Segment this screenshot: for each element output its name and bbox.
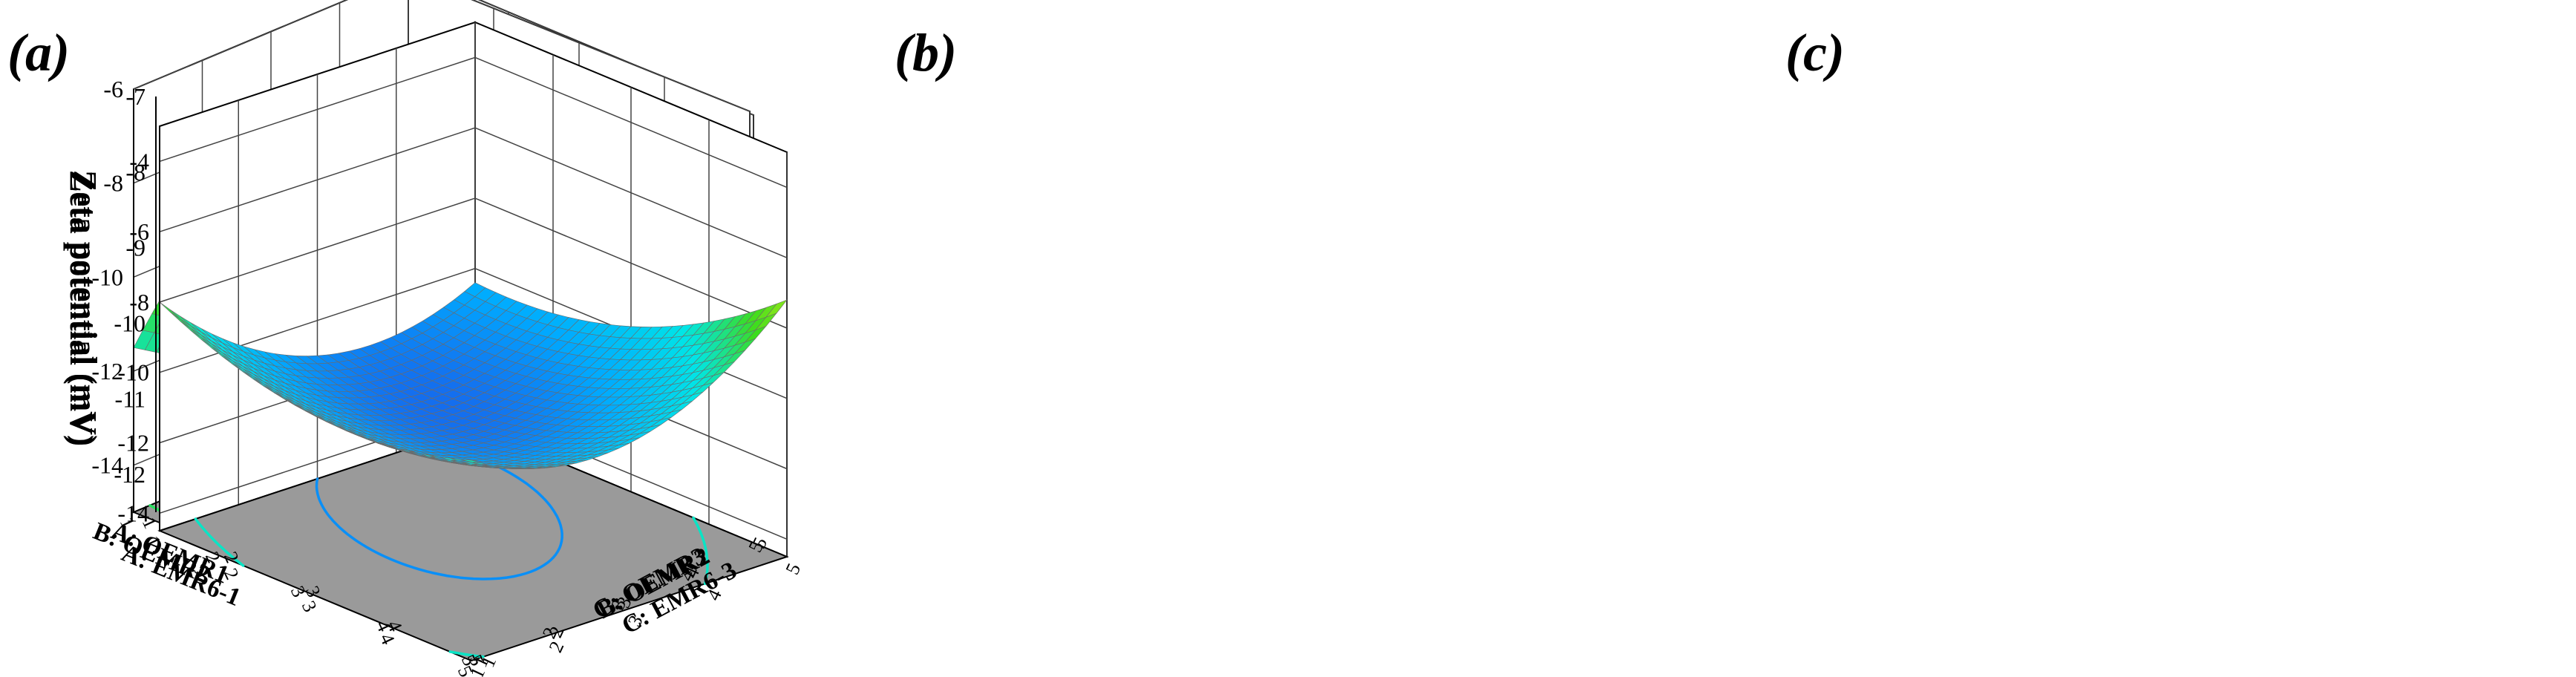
z-axis-title: Zeta potential (mV) [63, 170, 99, 446]
contour-line [194, 516, 709, 658]
z-axis-title: Zeta potential (mV) [63, 170, 99, 446]
z-tick-label: -11 [115, 385, 146, 412]
z-tick-label: -12 [114, 461, 146, 488]
z-tick-label: -10 [91, 264, 123, 290]
z-axis-title: Zeta potential (mV) [67, 170, 103, 446]
panel-c-label: (c) [1785, 23, 1845, 82]
panel-b-label: (b) [895, 23, 957, 82]
panel-b: (b) [895, 23, 957, 82]
z-tick-label: -12 [91, 358, 123, 385]
z-tick-label: -6 [129, 218, 149, 245]
x-tick-label: 3 [298, 598, 321, 615]
z-tick-label: -8 [125, 159, 146, 186]
z-tick-label: -7 [125, 83, 146, 110]
z-tick-label: -8 [129, 289, 149, 315]
wall-gridline [133, 0, 751, 112]
panel-a-label: (a) [7, 23, 70, 82]
z-tick-label: -8 [103, 170, 123, 197]
z-tick-label: -14 [91, 452, 123, 479]
z-tick-label: -10 [114, 310, 146, 336]
z-tick-label: -6 [103, 76, 123, 102]
response-surface [159, 282, 788, 469]
panel-c: (c) [1785, 23, 1845, 82]
z-tick-label: -4 [129, 148, 149, 174]
z-tick-label: -9 [125, 235, 146, 261]
y-tick-label: 5 [781, 560, 805, 578]
